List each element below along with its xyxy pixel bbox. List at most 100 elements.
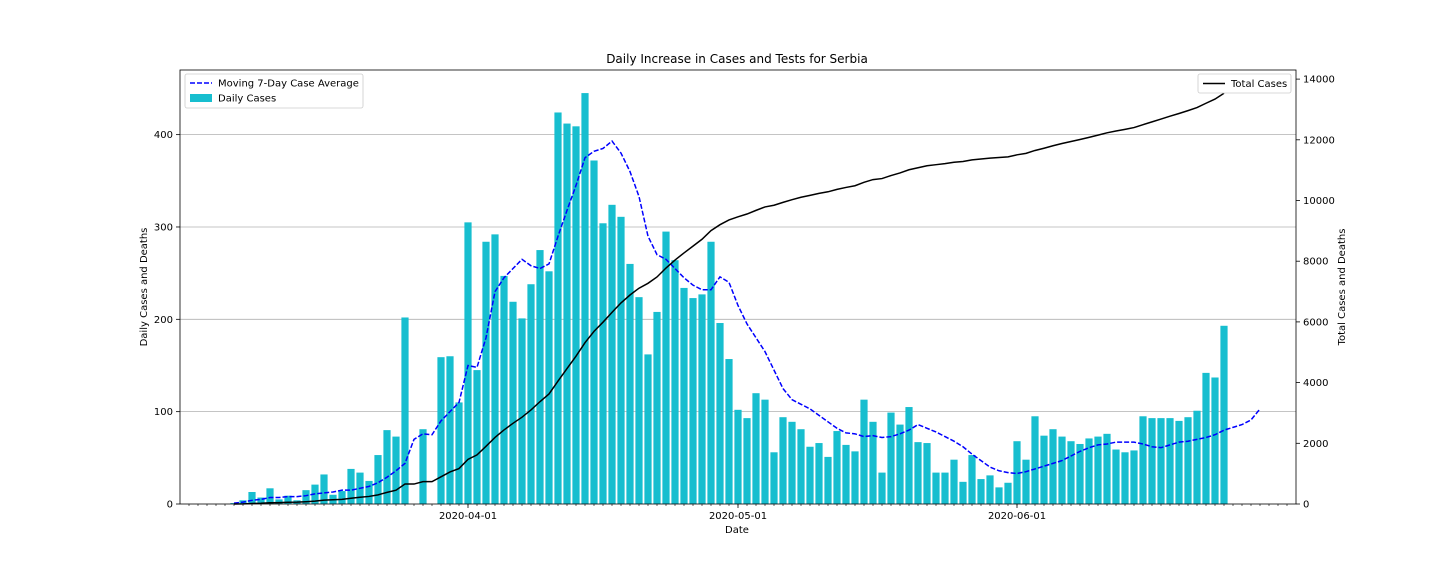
bar — [1130, 450, 1138, 504]
bar — [689, 298, 697, 504]
bar — [626, 263, 634, 504]
chart-title: Daily Increase in Cases and Tests for Se… — [606, 52, 868, 66]
bar — [761, 399, 769, 504]
bar — [1220, 325, 1228, 504]
bar — [608, 204, 616, 504]
bar — [518, 318, 526, 504]
bar — [869, 421, 877, 504]
bar — [374, 455, 382, 504]
bar — [1211, 377, 1219, 504]
bar — [1157, 418, 1165, 504]
bar — [455, 402, 463, 504]
bar — [1103, 433, 1111, 504]
bar — [887, 412, 895, 504]
y-tick-label-right: 14000 — [1303, 75, 1335, 86]
bar — [635, 297, 643, 504]
bar — [1085, 438, 1093, 504]
legend-average-label: Moving 7-Day Case Average — [218, 79, 359, 90]
bar — [743, 418, 751, 504]
bar — [923, 443, 931, 504]
bar — [842, 444, 850, 504]
bar — [464, 222, 472, 505]
bar — [572, 126, 580, 504]
bar — [662, 231, 670, 504]
bar — [347, 468, 355, 504]
bar — [950, 459, 958, 504]
y-tick-label-right: 10000 — [1303, 196, 1335, 207]
bar — [914, 442, 922, 504]
bar — [1148, 418, 1156, 504]
bar — [401, 317, 409, 504]
x-axis-label: Date — [725, 525, 749, 536]
bar — [473, 370, 481, 504]
bar — [500, 275, 508, 504]
y-tick-label-right: 12000 — [1303, 135, 1335, 146]
bar — [716, 323, 724, 504]
bar — [527, 284, 535, 504]
y-tick-label-left: 400 — [154, 130, 173, 141]
bar — [437, 357, 445, 504]
bar — [266, 488, 274, 504]
bar — [1022, 459, 1030, 504]
bar — [653, 311, 661, 504]
y-axis-label-right: Total Cases and Deaths — [1337, 229, 1348, 347]
bar — [545, 271, 553, 504]
y-tick-label-right: 0 — [1303, 500, 1309, 511]
bar — [905, 407, 913, 504]
y-tick-label-right: 8000 — [1303, 257, 1328, 268]
y-tick-label-right: 6000 — [1303, 317, 1328, 328]
bar — [1049, 429, 1057, 504]
bar — [725, 359, 733, 504]
legend-left-box — [184, 73, 364, 109]
x-tick-label: 2020-05-01 — [709, 511, 767, 522]
total-cases-line — [233, 92, 1225, 505]
bar — [1202, 372, 1210, 504]
bar — [248, 491, 256, 504]
bar — [779, 417, 787, 504]
bar — [1193, 410, 1201, 504]
bar — [554, 112, 562, 504]
bar — [986, 475, 994, 504]
bar — [1166, 418, 1174, 504]
bar — [932, 472, 940, 504]
bar — [698, 294, 706, 504]
bar — [878, 472, 886, 504]
y-axis-label-left: Daily Cases and Deaths — [139, 228, 150, 347]
bar — [1175, 420, 1183, 504]
axes-layer: 0100200300400020004000600080001000012000… — [154, 69, 1335, 522]
bar — [671, 260, 679, 504]
bar — [824, 456, 832, 504]
bar — [1121, 452, 1129, 504]
bar — [851, 451, 859, 504]
bar — [275, 499, 283, 504]
bar — [1058, 436, 1066, 504]
bar — [941, 472, 949, 504]
bar — [707, 241, 715, 505]
bar — [815, 443, 823, 504]
legend-bars-label: Daily Cases — [218, 94, 276, 105]
bar — [257, 497, 265, 504]
y-tick-label-left: 200 — [154, 315, 173, 326]
bar — [1031, 416, 1039, 504]
bar — [482, 241, 490, 505]
bar — [1184, 417, 1192, 504]
bar — [536, 250, 544, 504]
bar — [1094, 436, 1102, 504]
bar — [770, 452, 778, 504]
bar — [977, 479, 985, 504]
lines-layer — [233, 92, 1261, 505]
legend-total-label: Total Cases — [1230, 79, 1287, 90]
bar — [680, 287, 688, 504]
bar — [734, 409, 742, 504]
bar — [788, 421, 796, 504]
bar — [617, 216, 625, 504]
y-tick-label-right: 2000 — [1303, 439, 1328, 450]
x-tick-label: 2020-06-01 — [988, 511, 1046, 522]
x-tick-label: 2020-04-01 — [439, 511, 497, 522]
bar — [1076, 443, 1084, 504]
bar — [563, 123, 571, 505]
bar — [320, 474, 328, 504]
bar — [1040, 435, 1048, 504]
